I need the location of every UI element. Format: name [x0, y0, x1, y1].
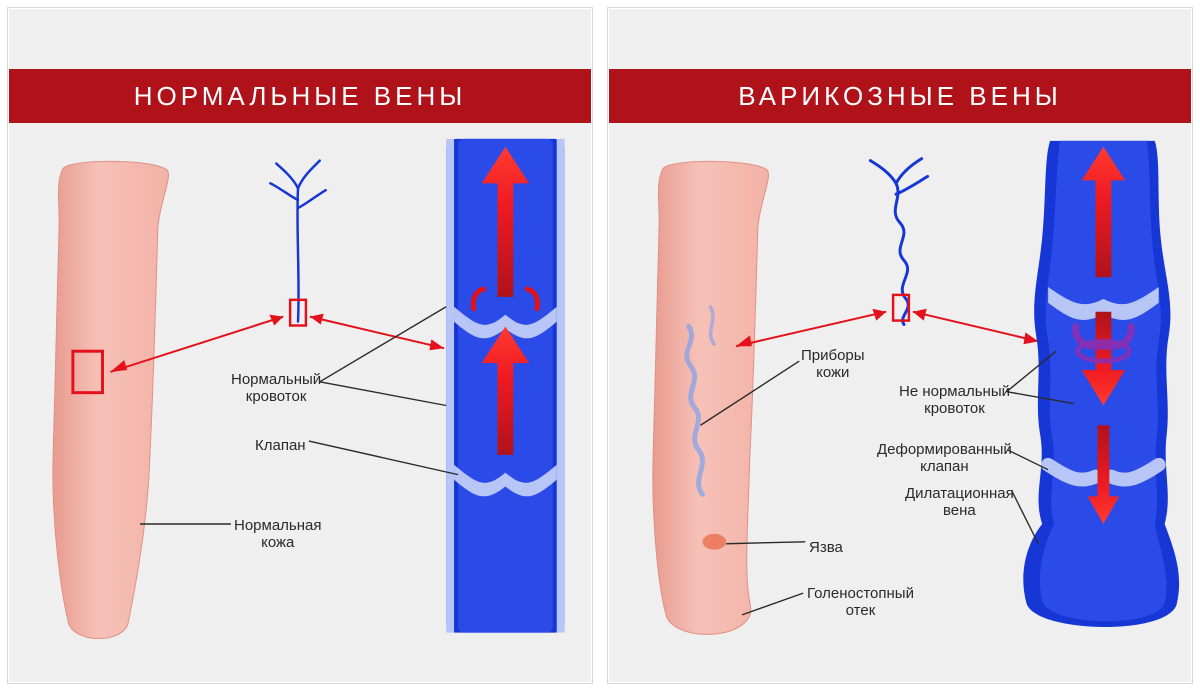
- label-dilated-vein: Дилатационнаявена: [905, 485, 1014, 520]
- label-ankle-edema: Голеностопныйотек: [807, 585, 914, 620]
- label-skin: Нормальнаякожа: [234, 517, 322, 552]
- small-vein-normal: [270, 161, 325, 326]
- leg-varicose: [653, 161, 769, 634]
- title-varicose: ВАРИКОЗНЫЕ ВЕНЫ: [738, 81, 1061, 112]
- vein-cross-section-varicose: [1023, 141, 1179, 627]
- content-normal: Нормальныйкровоток Клапан Нормальнаякожа: [9, 129, 591, 682]
- label-valve: Клапан: [255, 437, 306, 454]
- zoom-arrows-v: [736, 309, 1038, 347]
- illustration-normal: [9, 129, 591, 682]
- panel-varicose: ВАРИКОЗНЫЕ ВЕНЫ: [608, 8, 1192, 683]
- label-ulcer: Язва: [809, 539, 843, 556]
- title-normal: НОРМАЛЬНЫЕ ВЕНЫ: [134, 81, 467, 112]
- panel-normal: НОРМАЛЬНЫЕ ВЕНЫ: [8, 8, 592, 683]
- pointer-lines-varicose: [701, 351, 1074, 615]
- small-vein-varicose: [870, 159, 927, 325]
- title-bar-varicose: ВАРИКОЗНЫЕ ВЕНЫ: [609, 69, 1191, 123]
- label-skin-devices: Приборыкожи: [801, 347, 865, 382]
- label-deformed-valve: Деформированныйклапан: [877, 441, 1012, 476]
- label-abnormal-flow: Не нормальныйкровоток: [899, 383, 1010, 418]
- zoom-arrows: [110, 314, 444, 372]
- ulcer-spot: [703, 534, 727, 550]
- vein-cross-section-normal: [446, 139, 565, 633]
- label-blood-flow: Нормальныйкровоток: [231, 371, 321, 406]
- content-varicose: Приборыкожи Не нормальныйкровоток Деформ…: [609, 129, 1191, 682]
- leg-normal: [53, 161, 169, 638]
- title-bar-normal: НОРМАЛЬНЫЕ ВЕНЫ: [9, 69, 591, 123]
